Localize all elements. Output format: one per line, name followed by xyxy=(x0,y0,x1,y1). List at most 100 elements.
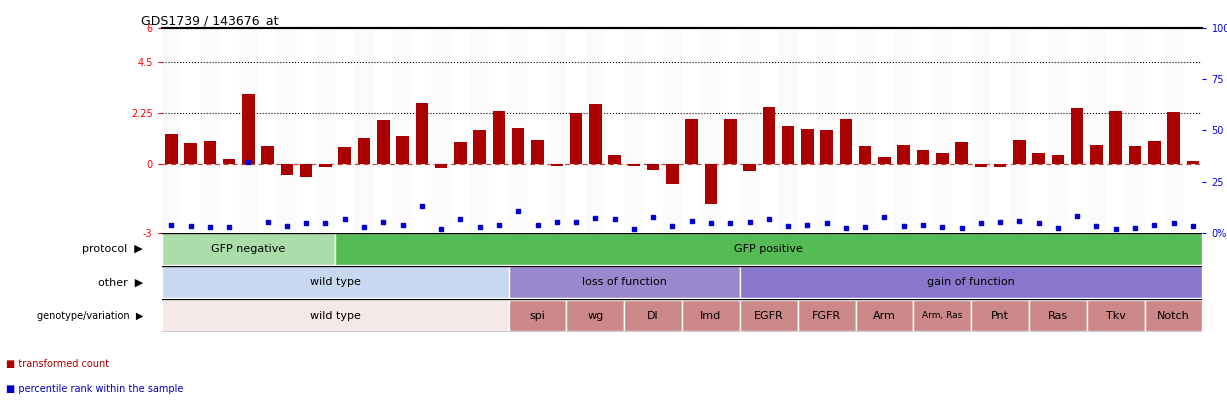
Bar xyxy=(740,266,1202,298)
Bar xyxy=(299,164,313,177)
Bar xyxy=(1071,108,1083,164)
Bar xyxy=(277,28,297,232)
Bar xyxy=(647,164,659,170)
Bar xyxy=(663,28,682,232)
Bar xyxy=(762,107,775,164)
Bar xyxy=(740,300,798,331)
Text: Arm, Ras: Arm, Ras xyxy=(923,311,962,320)
Bar xyxy=(1087,300,1145,331)
Text: Dl: Dl xyxy=(648,311,659,320)
Bar xyxy=(817,28,837,232)
Text: ■ percentile rank within the sample: ■ percentile rank within the sample xyxy=(6,384,184,394)
Bar xyxy=(315,28,335,232)
Bar xyxy=(470,28,490,232)
Bar xyxy=(702,28,720,232)
Bar xyxy=(724,119,736,164)
Bar xyxy=(704,164,718,204)
Bar xyxy=(474,130,486,164)
Bar xyxy=(956,142,968,164)
Text: Arm: Arm xyxy=(872,311,896,320)
Bar xyxy=(1109,111,1121,164)
Bar xyxy=(508,266,740,298)
Text: GFP negative: GFP negative xyxy=(211,244,286,254)
Bar xyxy=(821,130,833,164)
Bar xyxy=(416,103,428,164)
Bar xyxy=(1010,28,1029,232)
Bar xyxy=(432,28,450,232)
Bar xyxy=(744,164,756,171)
Bar xyxy=(897,145,910,164)
Bar xyxy=(798,300,855,331)
Text: GDS1739 / 143676_at: GDS1739 / 143676_at xyxy=(141,14,279,27)
Bar xyxy=(933,28,952,232)
Bar xyxy=(319,164,331,167)
Bar xyxy=(508,28,528,232)
Bar xyxy=(454,142,466,164)
Bar xyxy=(589,104,601,164)
Bar xyxy=(855,300,913,331)
Bar xyxy=(531,140,544,164)
Bar xyxy=(686,119,698,164)
Bar xyxy=(1148,141,1161,164)
Bar xyxy=(585,28,605,232)
Bar xyxy=(1164,28,1183,232)
Text: Notch: Notch xyxy=(1157,311,1190,320)
Bar xyxy=(569,113,583,164)
Bar xyxy=(994,164,1006,167)
Bar xyxy=(162,266,508,298)
Bar xyxy=(358,139,371,164)
Bar xyxy=(355,28,374,232)
Bar xyxy=(625,300,682,331)
Bar xyxy=(855,28,875,232)
Bar xyxy=(627,164,640,166)
Bar xyxy=(1048,28,1067,232)
Bar xyxy=(493,111,506,164)
Bar xyxy=(974,164,987,167)
Bar xyxy=(162,300,508,331)
Bar xyxy=(917,150,929,164)
Bar xyxy=(1167,112,1180,164)
Bar xyxy=(508,300,567,331)
Text: wild type: wild type xyxy=(309,277,361,287)
Text: EGFR: EGFR xyxy=(753,311,784,320)
Bar xyxy=(682,300,740,331)
Bar xyxy=(223,159,236,164)
Bar xyxy=(281,164,293,175)
Bar xyxy=(434,164,448,168)
Bar xyxy=(1087,28,1106,232)
Text: Tkv: Tkv xyxy=(1106,311,1125,320)
Text: gain of function: gain of function xyxy=(928,277,1015,287)
Bar xyxy=(242,94,255,164)
Bar xyxy=(879,157,891,164)
Bar xyxy=(778,28,798,232)
Text: Ras: Ras xyxy=(1048,311,1067,320)
Text: genotype/variation  ▶: genotype/variation ▶ xyxy=(37,311,144,320)
Text: GFP positive: GFP positive xyxy=(734,244,804,254)
Bar xyxy=(339,147,351,164)
Text: other  ▶: other ▶ xyxy=(98,277,144,287)
Bar xyxy=(1187,161,1199,164)
Bar xyxy=(377,120,390,164)
Bar xyxy=(204,141,216,164)
Bar xyxy=(782,126,794,164)
Bar xyxy=(261,146,274,164)
Text: protocol  ▶: protocol ▶ xyxy=(82,244,144,254)
Bar xyxy=(839,119,853,164)
Bar xyxy=(1129,146,1141,164)
Bar xyxy=(859,146,871,164)
Bar xyxy=(551,164,563,166)
Bar xyxy=(936,153,948,164)
Bar xyxy=(1090,145,1103,164)
Text: spi: spi xyxy=(530,311,546,320)
Text: ■ transformed count: ■ transformed count xyxy=(6,360,109,369)
Bar xyxy=(1029,300,1087,331)
Bar xyxy=(972,300,1029,331)
Bar xyxy=(393,28,412,232)
Bar xyxy=(239,28,258,232)
Bar xyxy=(512,128,524,164)
Bar xyxy=(162,28,180,232)
Bar xyxy=(1032,153,1045,164)
Bar xyxy=(609,156,621,164)
Text: Pnt: Pnt xyxy=(991,311,1009,320)
Bar xyxy=(625,28,643,232)
